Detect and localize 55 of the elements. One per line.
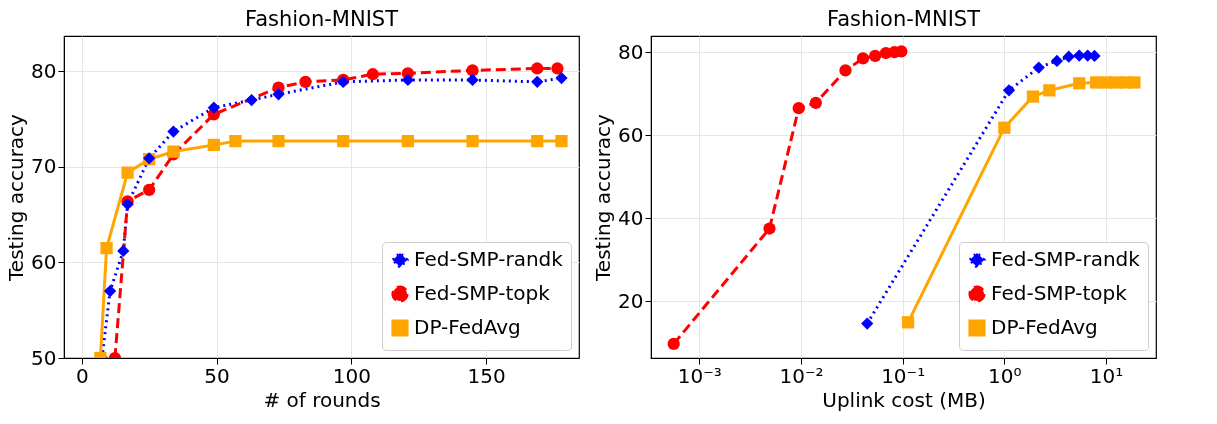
legend-label: Fed-SMP-topk bbox=[414, 281, 551, 305]
point bbox=[366, 68, 379, 81]
legend-label: Fed-SMP-topk bbox=[991, 281, 1128, 305]
point bbox=[299, 75, 312, 88]
point bbox=[466, 73, 479, 87]
x-tick-label: 10⁰ bbox=[988, 363, 1022, 388]
point bbox=[143, 183, 156, 196]
y-tick-label: 50 bbox=[31, 345, 57, 370]
point bbox=[272, 134, 285, 148]
point bbox=[401, 134, 414, 148]
point bbox=[272, 88, 285, 101]
point bbox=[167, 125, 180, 138]
legend-label: Fed-SMP-randk bbox=[414, 247, 564, 271]
y-tick-label: 70 bbox=[31, 154, 57, 179]
point bbox=[555, 134, 568, 148]
point bbox=[117, 244, 130, 258]
legend-label: DP-FedAvg bbox=[414, 315, 521, 339]
y-axis-title: Testing accuracy bbox=[591, 113, 616, 282]
point bbox=[555, 71, 568, 85]
x-axis-title: Uplink cost (MB) bbox=[822, 387, 986, 412]
point bbox=[466, 64, 479, 77]
x-tick-label: 50 bbox=[204, 363, 230, 388]
legend-label: DP-FedAvg bbox=[991, 315, 1098, 339]
point bbox=[207, 138, 220, 152]
point bbox=[531, 75, 544, 88]
y-tick-label: 20 bbox=[618, 288, 644, 313]
point bbox=[551, 62, 564, 75]
legend-label: Fed-SMP-randk bbox=[991, 247, 1141, 271]
y-axis-title: Testing accuracy bbox=[4, 113, 29, 282]
chart-title: Fashion-MNIST bbox=[244, 7, 399, 31]
point bbox=[207, 101, 220, 114]
x-tick-label: 10⁻³ bbox=[677, 363, 722, 388]
point bbox=[100, 241, 113, 255]
y-tick-label: 80 bbox=[31, 58, 57, 83]
point bbox=[229, 134, 242, 148]
x-tick-label: 10¹ bbox=[1089, 363, 1124, 388]
x-tick-label: 100 bbox=[332, 363, 371, 388]
point bbox=[245, 93, 258, 107]
point bbox=[337, 134, 350, 148]
point bbox=[401, 73, 414, 87]
y-tick-label: 80 bbox=[618, 39, 644, 64]
point bbox=[121, 166, 134, 179]
point bbox=[466, 134, 479, 148]
x-tick-label: 0 bbox=[75, 363, 89, 388]
x-tick-label: 10⁻² bbox=[779, 363, 824, 388]
x-tick-label: 10⁻¹ bbox=[881, 363, 926, 388]
point bbox=[531, 134, 544, 148]
y-tick-label: 60 bbox=[618, 122, 644, 147]
x-tick-label: 150 bbox=[467, 363, 506, 388]
x-axis-title: # of rounds bbox=[263, 387, 381, 412]
point bbox=[531, 62, 544, 75]
y-tick-label: 60 bbox=[31, 249, 57, 274]
point bbox=[103, 284, 117, 298]
y-tick-label: 40 bbox=[618, 205, 644, 230]
chart-title: Fashion-MNIST bbox=[826, 7, 981, 31]
